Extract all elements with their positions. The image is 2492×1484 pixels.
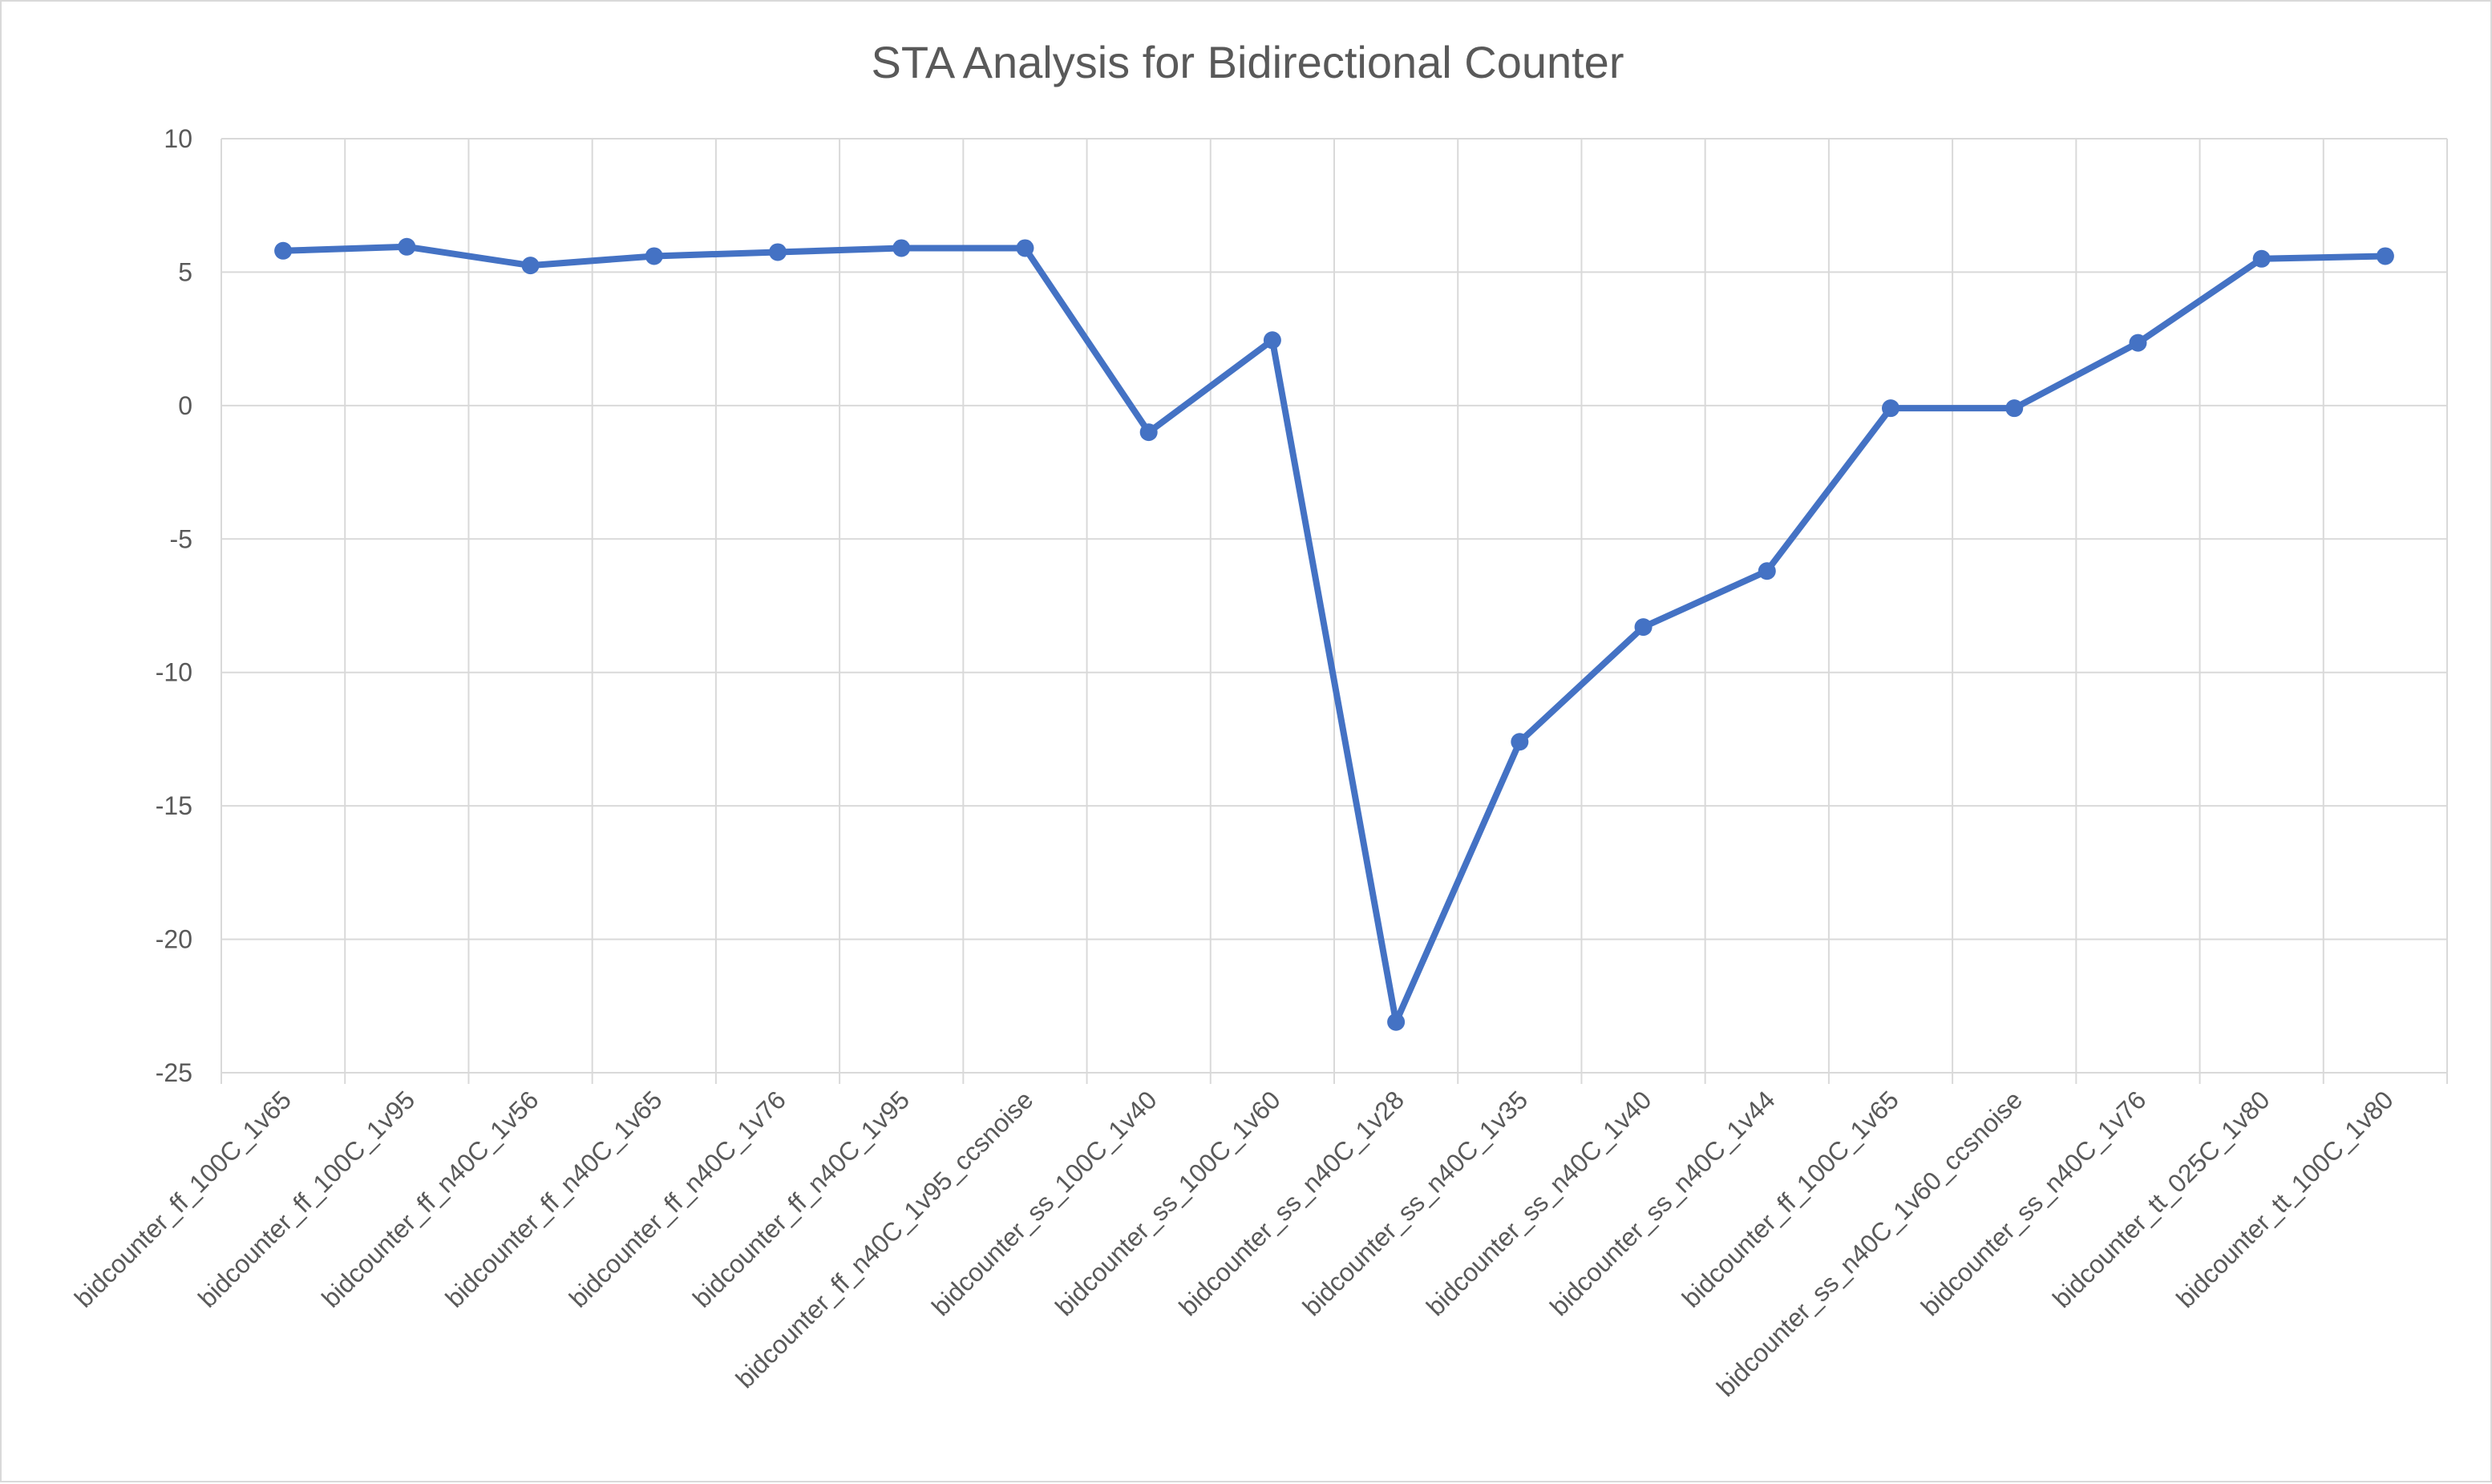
data-point — [521, 257, 540, 275]
data-point — [2252, 249, 2271, 268]
data-point — [2376, 247, 2394, 265]
y-axis-tick-labels: 10 5 0 -5 -10 -15 -20 -25 — [156, 124, 192, 1087]
x-tick-label: bidcounter_ss_n40C_1v35 — [1297, 1085, 1534, 1321]
x-tick-label: bidcounter_ss_100C_1v60 — [1050, 1085, 1286, 1321]
x-tick-label: bidcounter_ff_n40C_1v56 — [316, 1085, 544, 1312]
x-tick-label: bidcounter_tt_100C_1v80 — [2170, 1085, 2399, 1313]
series-line — [280, 243, 2389, 1025]
data-point — [1139, 423, 1158, 442]
data-point — [1016, 239, 1034, 257]
x-tick-label: bidcounter_ff_n40C_1v65 — [440, 1085, 668, 1312]
data-point — [398, 237, 416, 256]
data-point — [2005, 399, 2024, 418]
y-tick-label: -25 — [156, 1058, 192, 1087]
x-tick-label: bidcounter_ff_n40C_1v76 — [564, 1085, 791, 1312]
x-tick-label: bidcounter_ss_n40C_1v44 — [1544, 1085, 1781, 1321]
y-tick-label: -10 — [156, 658, 192, 687]
y-tick-label: 5 — [178, 257, 192, 286]
x-axis-tick-labels: bidcounter_ff_100C_1v65bidcounter_ff_100… — [69, 1085, 2399, 1401]
data-point — [1634, 618, 1653, 637]
gridlines — [220, 138, 2448, 1074]
y-tick-label: -20 — [156, 925, 192, 954]
x-tick-label: bidcounter_ff_100C_1v65 — [69, 1085, 297, 1312]
data-point — [892, 239, 911, 257]
axes — [220, 1072, 2448, 1084]
data-point — [1758, 562, 1776, 580]
data-point — [1263, 331, 1281, 350]
data-point — [1511, 733, 1529, 751]
y-tick-label: -15 — [156, 791, 192, 820]
data-point — [274, 241, 293, 260]
y-tick-label: -5 — [170, 524, 192, 553]
data-point — [769, 243, 787, 261]
y-tick-label: 10 — [164, 124, 192, 153]
series-layer — [274, 237, 2394, 1031]
data-point — [2129, 334, 2147, 352]
data-point — [1387, 1013, 1406, 1031]
y-tick-label: 0 — [178, 391, 192, 420]
chart-title: STA Analysis for Bidirectional Counter — [872, 37, 1624, 87]
x-tick-label: bidcounter_ff_n40C_1v95 — [687, 1085, 915, 1312]
x-tick-label: bidcounter_ss_100C_1v40 — [926, 1085, 1163, 1321]
x-tick-label: bidcounter_tt_025C_1v80 — [2047, 1085, 2276, 1313]
x-tick-label: bidcounter_ff_100C_1v65 — [1677, 1085, 1904, 1312]
data-point — [645, 247, 663, 265]
data-point — [1882, 399, 1899, 418]
x-tick-label: bidcounter_ss_n40C_1v28 — [1173, 1085, 1410, 1321]
x-tick-label: bidcounter_ss_n40C_1v40 — [1421, 1085, 1657, 1321]
x-tick-label: bidcounter_ss_n40C_1v76 — [1916, 1085, 2152, 1321]
x-tick-label: bidcounter_ff_100C_1v95 — [192, 1085, 420, 1312]
